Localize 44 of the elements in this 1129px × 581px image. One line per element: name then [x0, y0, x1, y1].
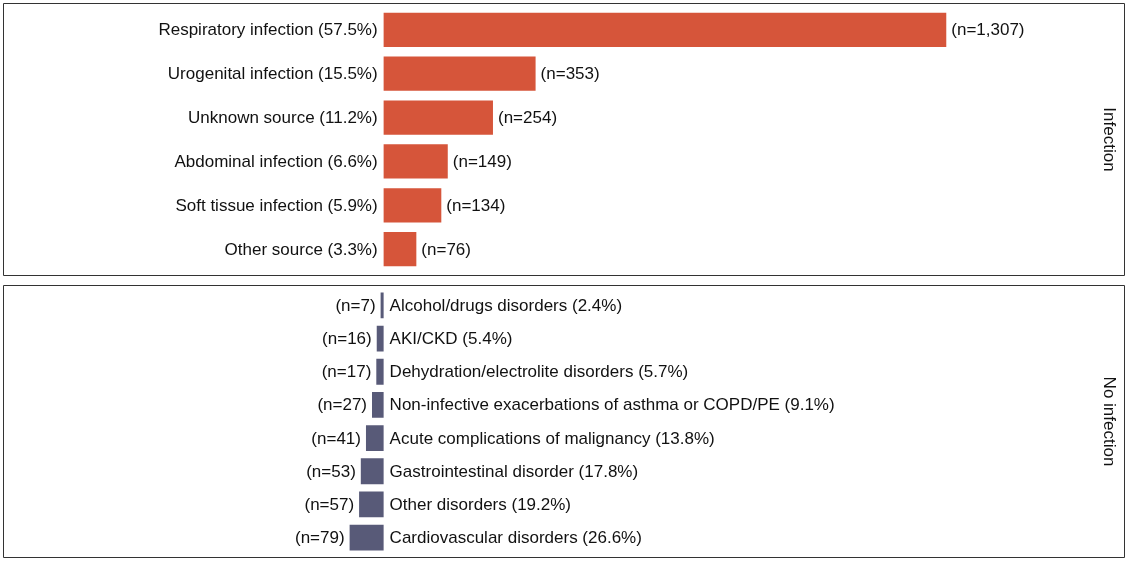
- bar: [349, 524, 384, 551]
- data-label: (n=27): [317, 395, 368, 415]
- category-label: Dehydration/electrolite disorders (5.7%): [389, 362, 689, 382]
- category-label: Non-infective exacerbations of asthma or COPD/PE (9.1%): [389, 395, 835, 415]
- text: No infection: [1100, 376, 1119, 467]
- data-label: (n=1,307): [951, 20, 1025, 40]
- data-label: (n=53): [306, 461, 356, 481]
- bar: [383, 12, 947, 47]
- bar: [383, 232, 417, 267]
- category-label: Gastrointestinal disorder (17.8%): [389, 461, 639, 481]
- data-label: (n=76): [421, 239, 471, 259]
- bar: [383, 56, 536, 91]
- category-label: AKI/CKD (5.4%): [389, 329, 513, 349]
- text: Infection: [1100, 107, 1119, 172]
- category-label: Cardiovascular disorders (26.6%): [389, 528, 642, 548]
- data-label: (n=17): [321, 362, 372, 382]
- data-label: (n=16): [322, 329, 372, 349]
- bar: [376, 325, 384, 352]
- category-label: Urogenital infection (15.5%): [167, 64, 378, 84]
- bar: [380, 292, 384, 319]
- data-label: (n=41): [311, 428, 361, 448]
- category-label: Soft tissue infection (5.9%): [175, 195, 378, 215]
- data-label: (n=79): [295, 528, 345, 548]
- bar: [365, 425, 384, 452]
- category-label: Abdominal infection (6.6%): [174, 151, 378, 171]
- data-label: (n=254): [497, 108, 558, 128]
- category-label: Acute complications of malignancy (13.8%): [389, 428, 715, 448]
- bar: [372, 391, 384, 418]
- data-label: (n=7): [335, 295, 376, 315]
- category-label: Respiratory infection (57.5%): [158, 20, 378, 40]
- bar: [383, 100, 493, 135]
- bar: [383, 144, 448, 179]
- bar: [360, 458, 384, 485]
- category-label: Alcohol/drugs disorders (2.4%): [389, 295, 623, 315]
- bar: [376, 358, 384, 385]
- category-label: Unknown source (11.2%): [188, 108, 378, 128]
- data-label: (n=149): [452, 151, 512, 171]
- bar: [383, 188, 442, 223]
- category-label: Other disorders (19.2%): [389, 494, 572, 514]
- data-label: (n=353): [540, 64, 600, 84]
- bar: [359, 491, 384, 518]
- category-label: Other source (3.3%): [224, 239, 378, 259]
- data-label: (n=134): [446, 195, 506, 215]
- data-label: (n=57): [304, 494, 355, 514]
